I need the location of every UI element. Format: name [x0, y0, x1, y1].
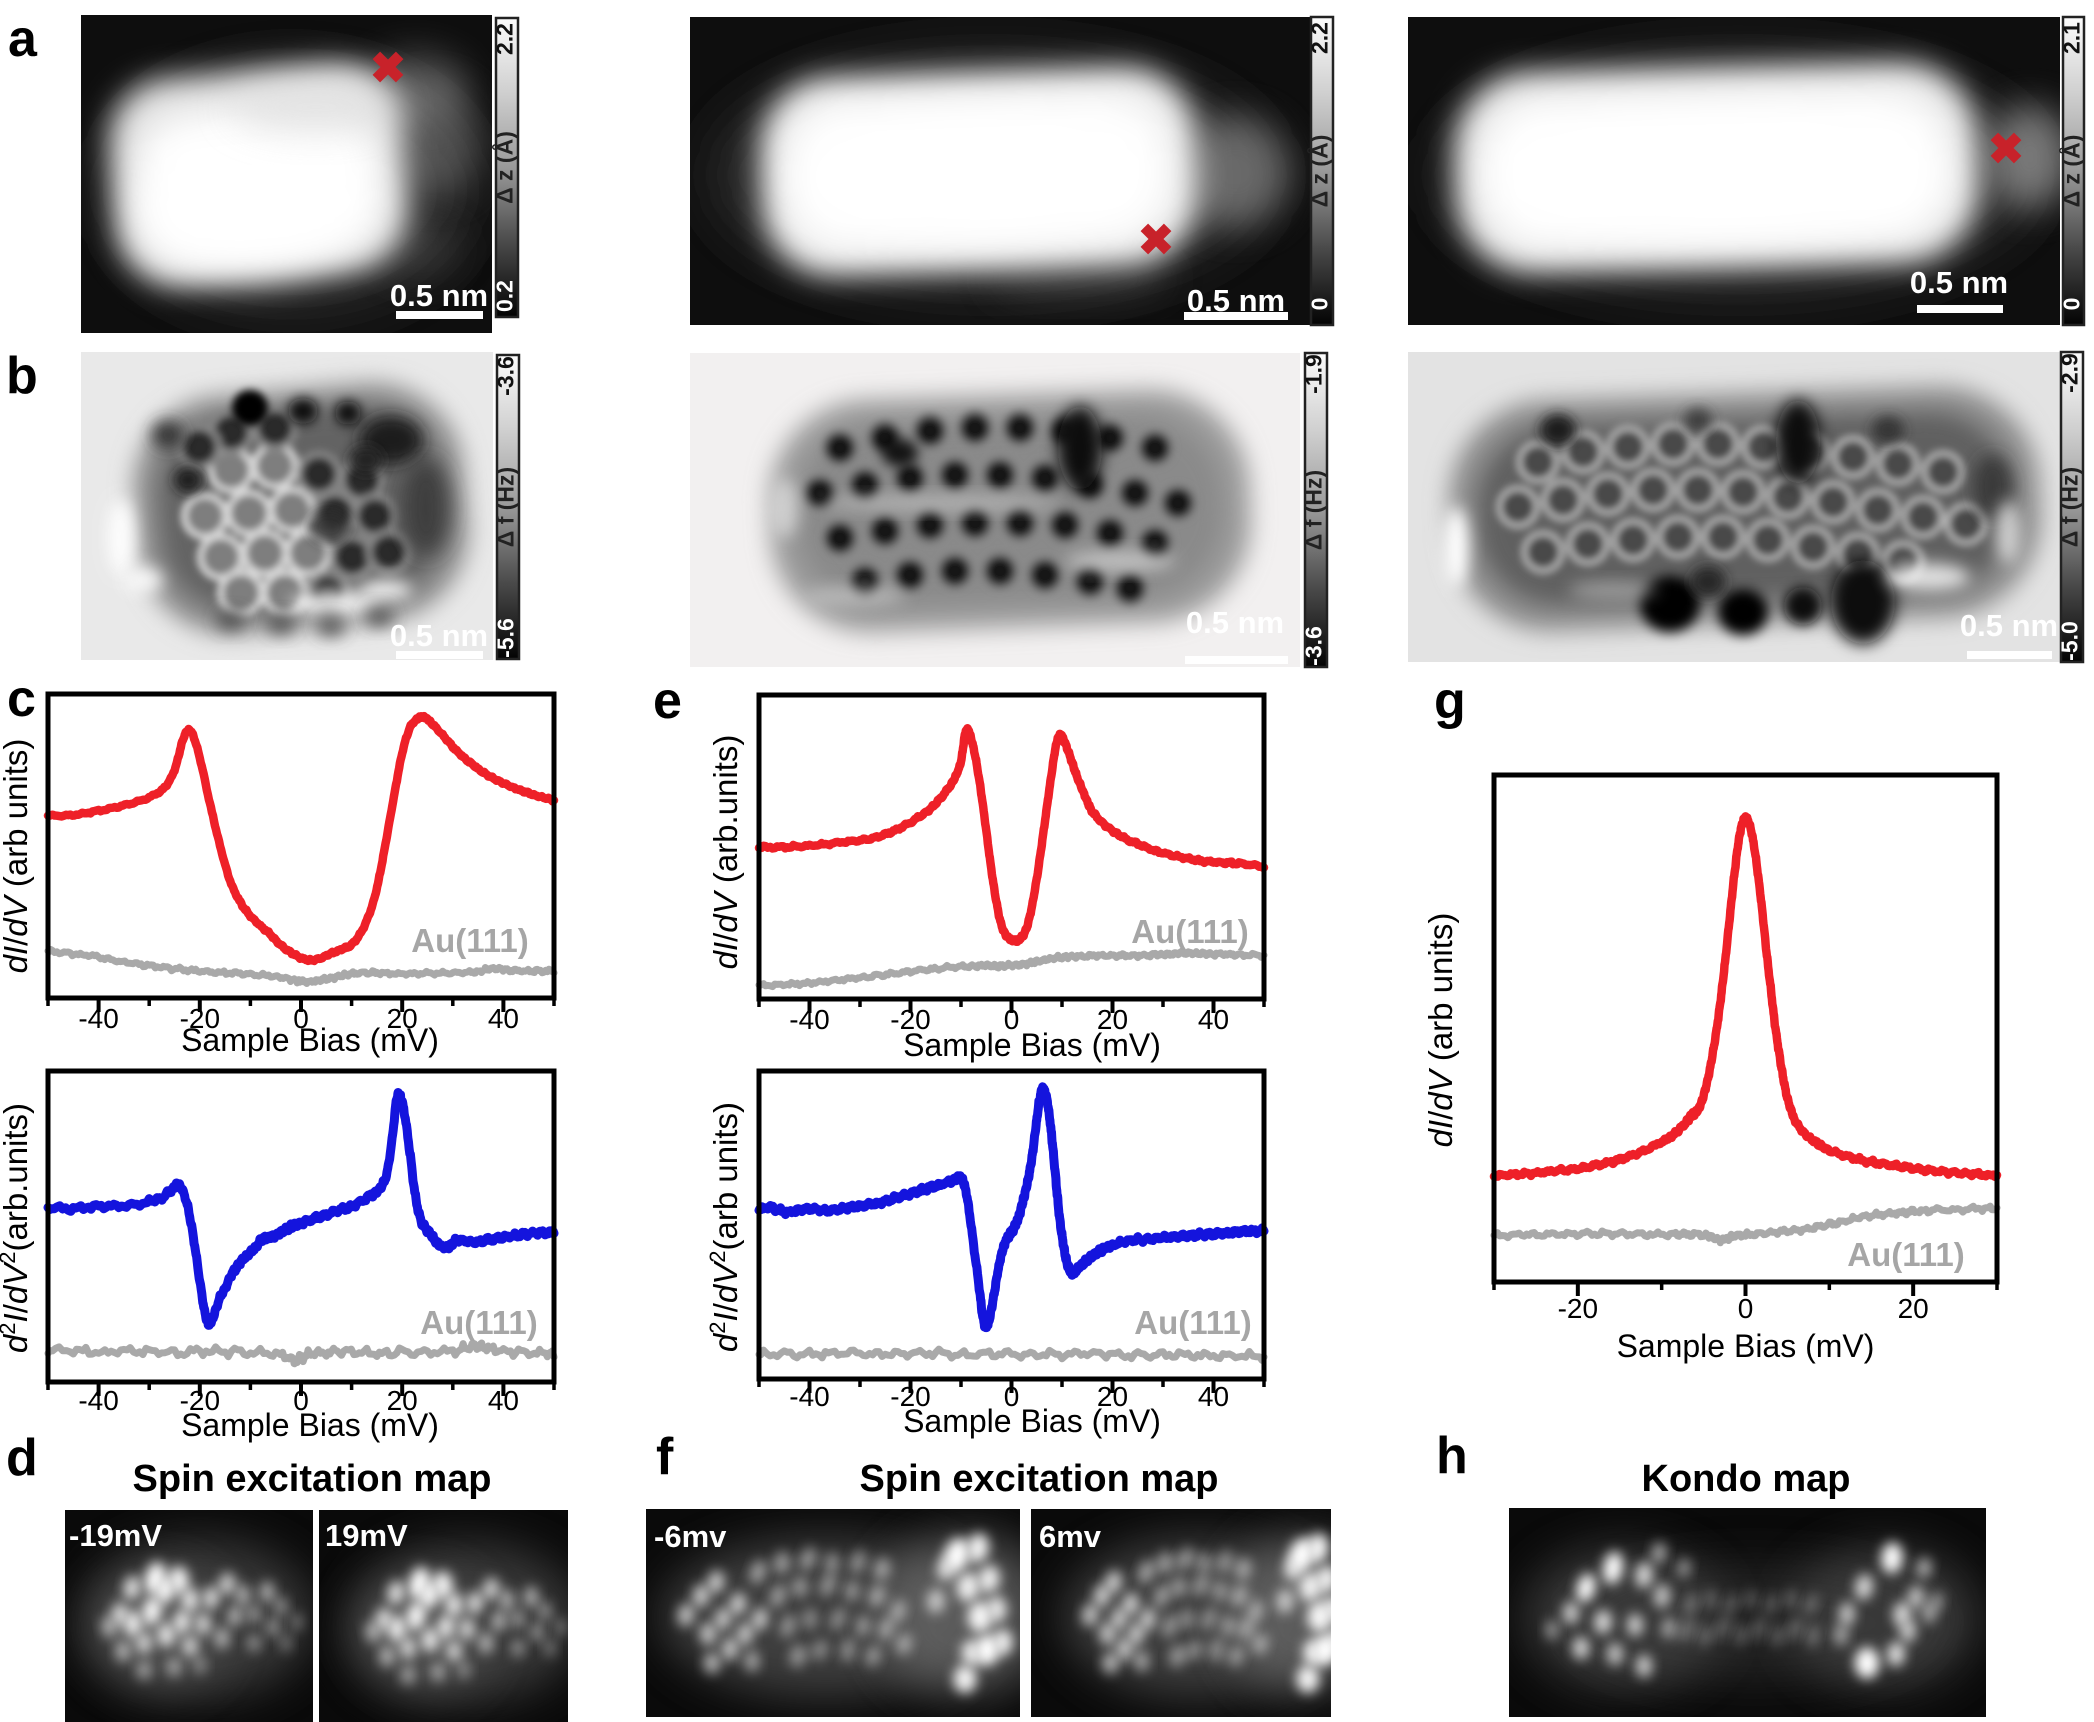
- svg-text:6mv: 6mv: [1039, 1519, 1102, 1554]
- svg-text:40: 40: [488, 1003, 519, 1034]
- svg-text:Spin excitation map: Spin excitation map: [860, 1458, 1219, 1500]
- svg-text:-6mv: -6mv: [654, 1519, 727, 1554]
- svg-text:40: 40: [1198, 1381, 1229, 1412]
- svg-text:-40: -40: [789, 1004, 829, 1035]
- svg-text:-40: -40: [78, 1003, 118, 1034]
- svg-text:2.2: 2.2: [492, 23, 518, 55]
- svg-text:-19mV: -19mV: [69, 1518, 162, 1553]
- svg-text:-20: -20: [890, 1381, 930, 1412]
- svg-text:0.5 nm: 0.5 nm: [1960, 608, 2058, 643]
- svg-text:0.5 nm: 0.5 nm: [1910, 265, 2008, 300]
- svg-text:dI/dV (arb units): dI/dV (arb units): [0, 739, 34, 974]
- svg-text:-2.9: -2.9: [2057, 353, 2083, 393]
- svg-text:d: d: [6, 1429, 38, 1487]
- svg-text:-40: -40: [789, 1381, 829, 1412]
- svg-text:-5.0: -5.0: [2057, 621, 2083, 661]
- svg-text:Δ z (Å): Δ z (Å): [2058, 135, 2085, 208]
- svg-text:e: e: [653, 672, 682, 730]
- svg-text:40: 40: [1198, 1004, 1229, 1035]
- svg-text:19mV: 19mV: [325, 1518, 408, 1553]
- svg-text:Sample Bias (mV): Sample Bias (mV): [903, 1027, 1161, 1063]
- svg-text:20: 20: [1898, 1293, 1929, 1324]
- svg-text:Δ f (Hz): Δ f (Hz): [493, 467, 519, 547]
- svg-text:Sample Bias (mV): Sample Bias (mV): [181, 1407, 439, 1443]
- svg-text:Sample Bias (mV): Sample Bias (mV): [181, 1022, 439, 1058]
- svg-text:20: 20: [1097, 1004, 1128, 1035]
- svg-text:d2I/dV2(arb.units): d2I/dV2(arb.units): [0, 1103, 34, 1353]
- svg-text:20: 20: [387, 1003, 418, 1034]
- svg-text:dI/dV (arb.units): dI/dV (arb.units): [707, 735, 744, 970]
- svg-text:-3.6: -3.6: [493, 356, 519, 396]
- svg-text:Δ z (Å): Δ z (Å): [491, 131, 518, 204]
- svg-text:40: 40: [488, 1385, 519, 1416]
- svg-text:0.5 nm: 0.5 nm: [390, 278, 488, 313]
- svg-text:0: 0: [1738, 1293, 1754, 1324]
- svg-text:Au(111): Au(111): [1134, 1304, 1251, 1341]
- svg-text:2.2: 2.2: [1307, 22, 1333, 54]
- svg-text:Kondo map: Kondo map: [1642, 1458, 1851, 1500]
- svg-text:-1.9: -1.9: [1301, 354, 1327, 394]
- svg-text:dI/dV (arb units): dI/dV (arb units): [1422, 913, 1459, 1148]
- svg-text:-40: -40: [78, 1385, 118, 1416]
- svg-text:f: f: [656, 1428, 674, 1486]
- svg-text:Δ z (Å): Δ z (Å): [1306, 135, 1333, 208]
- svg-text:20: 20: [1097, 1381, 1128, 1412]
- svg-text:0.2: 0.2: [492, 280, 518, 312]
- svg-text:Δ f (Hz): Δ f (Hz): [1301, 470, 1327, 550]
- svg-text:-20: -20: [890, 1004, 930, 1035]
- svg-text:b: b: [6, 347, 38, 405]
- svg-text:0: 0: [1004, 1381, 1020, 1412]
- svg-text:Au(111): Au(111): [1131, 913, 1248, 950]
- svg-text:-20: -20: [180, 1385, 220, 1416]
- svg-text:Au(111): Au(111): [411, 922, 528, 959]
- svg-text:0: 0: [293, 1385, 309, 1416]
- svg-text:Sample Bias (mV): Sample Bias (mV): [903, 1403, 1161, 1439]
- svg-text:c: c: [7, 670, 36, 728]
- svg-text:-20: -20: [1558, 1293, 1598, 1324]
- svg-text:0.5 nm: 0.5 nm: [1186, 605, 1284, 640]
- svg-text:d2I/dV2(arb units): d2I/dV2(arb units): [705, 1102, 745, 1352]
- svg-text:h: h: [1436, 1427, 1468, 1485]
- svg-text:Spin excitation map: Spin excitation map: [133, 1458, 492, 1500]
- svg-text:-5.6: -5.6: [493, 618, 519, 658]
- svg-text:-3.6: -3.6: [1301, 626, 1327, 666]
- svg-text:2.1: 2.1: [2059, 22, 2085, 54]
- svg-text:0: 0: [293, 1003, 309, 1034]
- svg-text:20: 20: [387, 1385, 418, 1416]
- svg-text:a: a: [8, 10, 38, 68]
- svg-text:0: 0: [2059, 298, 2085, 311]
- svg-text:Sample Bias (mV): Sample Bias (mV): [1617, 1328, 1875, 1364]
- svg-text:Au(111): Au(111): [420, 1304, 537, 1341]
- svg-text:0: 0: [1307, 298, 1333, 311]
- svg-text:0: 0: [1004, 1004, 1020, 1035]
- svg-text:g: g: [1434, 672, 1466, 730]
- svg-text:-20: -20: [180, 1003, 220, 1034]
- svg-text:Au(111): Au(111): [1847, 1236, 1964, 1273]
- svg-text:0.5 nm: 0.5 nm: [390, 618, 488, 653]
- svg-text:Δ f (Hz): Δ f (Hz): [2057, 467, 2083, 547]
